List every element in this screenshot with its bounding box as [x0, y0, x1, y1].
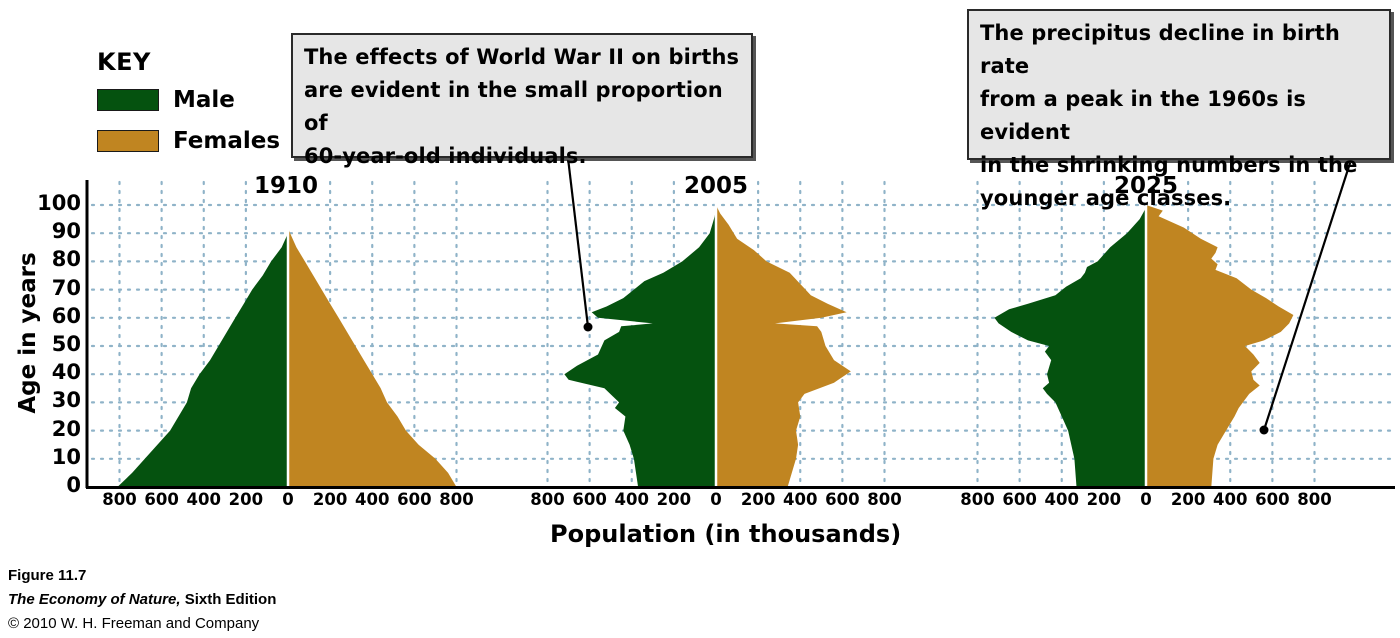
x-tick-label: 200	[740, 490, 776, 509]
x-tick-label: 800	[439, 490, 474, 509]
x-axis-title: Population (in thousands)	[550, 520, 902, 548]
y-tick-label: 10	[51, 444, 81, 469]
x-tick-label: 0	[282, 490, 294, 509]
x-tick-label: 400	[186, 490, 221, 509]
book-edition: Sixth Edition	[180, 591, 277, 608]
pyramid-1910-female	[288, 227, 457, 487]
pyramid-2025-male	[994, 207, 1146, 488]
y-tick-label: 40	[51, 360, 81, 385]
y-tick-label: 60	[51, 303, 81, 328]
legend-label-male: Male	[173, 87, 235, 113]
callout-world-war-ii: The effects of World War II on births ar…	[291, 33, 753, 168]
legend-label-females: Females	[173, 128, 281, 154]
x-tick-label: 600	[144, 490, 179, 509]
x-tick-label: 400	[614, 490, 649, 509]
y-tick-label: 80	[51, 247, 81, 272]
x-tick-label: 800	[102, 490, 137, 509]
book-title: The Economy of Nature,	[8, 591, 181, 608]
x-tick-label: 800	[960, 490, 995, 509]
figure-number: Figure 11.7	[8, 567, 87, 584]
callout-leader-line	[1262, 159, 1353, 431]
callout-line: in the shrinking numbers in the	[980, 153, 1358, 177]
legend-item-male: Male	[97, 87, 235, 113]
y-tick-label: 100	[37, 191, 81, 215]
y-tick-label: 70	[51, 275, 81, 300]
callout-pointer-dot	[583, 322, 593, 332]
y-tick-label: 0	[66, 473, 81, 497]
y-tick-label: 50	[51, 332, 81, 356]
x-tick-label: 200	[656, 490, 692, 509]
y-tick-label: 20	[51, 416, 81, 441]
male-swatch-icon	[97, 89, 159, 111]
panel-title-1910: 1910	[253, 173, 319, 199]
panel-title-2025: 2025	[1113, 173, 1179, 199]
x-tick-label: 600	[1002, 490, 1037, 509]
callout-leader-line	[566, 157, 590, 328]
y-tick-label: 30	[51, 388, 81, 413]
x-tick-label: 600	[1255, 490, 1290, 509]
pyramid-2005-female	[716, 205, 851, 487]
legend-item-females: Females	[97, 128, 280, 154]
x-tick-label: 200	[1086, 490, 1122, 509]
callout-line: 60-year-old individuals.	[304, 144, 587, 168]
x-tick-label: 0	[1140, 490, 1152, 509]
x-tick-label: 200	[312, 490, 348, 509]
x-tick-label: 400	[1213, 490, 1248, 509]
y-tick-label: 90	[51, 219, 81, 244]
x-tick-label: 800	[1297, 490, 1332, 509]
pyramid-2005-male	[564, 210, 716, 487]
female-swatch-icon	[97, 130, 159, 152]
x-tick-label: 400	[355, 490, 390, 509]
callout-birth-rate-decline: The precipitus decline in birth rate fro…	[967, 9, 1391, 210]
x-tick-label: 0	[710, 490, 722, 509]
x-tick-label: 400	[783, 490, 818, 509]
x-tick-label: 200	[228, 490, 264, 509]
callout-line: The precipitus decline in birth rate	[980, 21, 1340, 78]
x-tick-label: 200	[1170, 490, 1206, 509]
x-tick-label: 800	[867, 490, 902, 509]
copyright: © 2010 W. H. Freeman and Company	[8, 615, 260, 632]
x-tick-label: 800	[530, 490, 565, 509]
callout-line: younger age classes.	[980, 186, 1232, 210]
x-tick-label: 600	[572, 490, 607, 509]
legend-title: KEY	[97, 48, 151, 76]
callout-line: from a peak in the 1960s is evident	[980, 87, 1306, 144]
panel-title-2005: 2005	[683, 173, 749, 199]
pyramid-2025-female	[1146, 205, 1294, 487]
x-tick-label: 600	[825, 490, 860, 509]
callout-line: are evident in the small proportion of	[304, 78, 723, 135]
book-citation: The Economy of Nature, Sixth Edition	[8, 591, 276, 608]
callout-pointer-dot	[1259, 425, 1269, 435]
x-tick-label: 400	[1044, 490, 1079, 509]
callout-line: The effects of World War II on births	[304, 45, 740, 69]
x-tick-label: 600	[397, 490, 432, 509]
pyramid-1910-male	[117, 233, 289, 487]
